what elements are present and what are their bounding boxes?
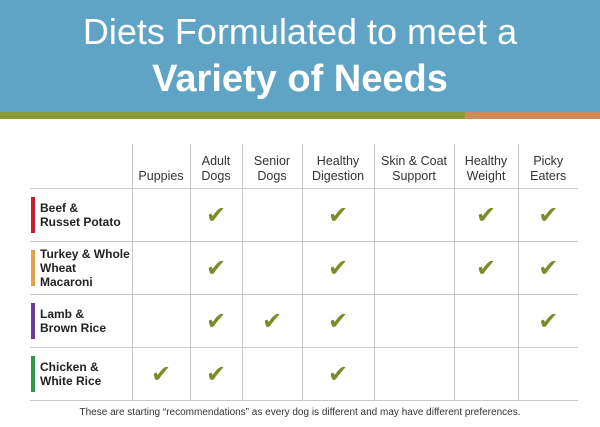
table-cell: [131, 294, 190, 348]
table-cell: [241, 347, 302, 401]
table-cell: ✔: [241, 294, 302, 348]
table-cell: [373, 294, 454, 348]
row-label: Lamb & Brown Rice: [30, 294, 132, 348]
table-cell: [131, 188, 190, 242]
column-header: Skin & Coat Support: [373, 144, 454, 189]
title-banner: Diets Formulated to meet a Variety of Ne…: [0, 0, 600, 112]
row-label: Beef & Russet Potato: [30, 188, 132, 242]
header-blank-cell: [30, 144, 132, 189]
row-color-bar: [31, 303, 35, 339]
checkmark-icon: ✔: [261, 306, 283, 335]
checkmark-icon: ✔: [205, 200, 227, 229]
row-color-bar: [31, 197, 35, 233]
checkmark-icon: ✔: [205, 306, 227, 335]
checkmark-icon: ✔: [327, 359, 349, 388]
accent-stripe-orange: [465, 112, 600, 119]
row-color-bar: [31, 356, 35, 392]
checkmark-icon: ✔: [538, 253, 559, 282]
table-cell: [517, 347, 578, 401]
checkmark-icon: ✔: [327, 306, 349, 335]
checkmark-icon: ✔: [475, 253, 497, 282]
column-header: Puppies: [131, 144, 190, 189]
table-cell: [241, 188, 302, 242]
table-cell: ✔: [131, 347, 190, 401]
table-cell: ✔: [301, 188, 374, 242]
table-cell: ✔: [301, 241, 374, 295]
accent-stripe-green: [0, 112, 465, 119]
row-label: Chicken & White Rice: [30, 347, 132, 401]
row-label-text: Chicken & White Rice: [40, 360, 102, 388]
table-cell: ✔: [517, 294, 578, 348]
row-label-text: Lamb & Brown Rice: [40, 307, 107, 335]
table-cell: [373, 188, 454, 242]
row-label-text: Turkey & Whole Wheat Macaroni: [40, 247, 130, 289]
row-label: Turkey & Whole Wheat Macaroni: [30, 241, 132, 295]
table-row: Lamb & Brown Rice ✔ ✔ ✔ ✔: [30, 294, 578, 348]
table-cell: ✔: [301, 347, 374, 401]
table-cell: [453, 347, 518, 401]
table-cell: ✔: [189, 294, 242, 348]
row-label-text: Beef & Russet Potato: [40, 201, 121, 229]
title-line-2: Variety of Needs: [152, 58, 448, 100]
table-cell: ✔: [517, 188, 578, 242]
table-cell: ✔: [517, 241, 578, 295]
checkmark-icon: ✔: [205, 253, 227, 282]
table-cell: [373, 241, 454, 295]
row-color-bar: [31, 250, 35, 286]
table-cell: ✔: [301, 294, 374, 348]
table-header-row: Puppies Adult Dogs Senior Dogs Healthy Dige…: [30, 144, 578, 189]
column-header: Healthy Digestion: [301, 144, 374, 189]
table-cell: [241, 241, 302, 295]
table-row: Chicken & White Rice ✔ ✔ ✔: [30, 347, 578, 401]
table-cell: ✔: [453, 188, 518, 242]
checkmark-icon: ✔: [150, 359, 172, 388]
checkmark-icon: ✔: [538, 200, 559, 229]
footnote: These are starting “recommendations” as …: [79, 407, 521, 418]
column-header: Picky Eaters: [517, 144, 578, 189]
table-row: Beef & Russet Potato ✔ ✔ ✔ ✔: [30, 188, 578, 242]
checkmark-icon: ✔: [327, 200, 349, 229]
column-header: Senior Dogs: [241, 144, 302, 189]
column-header: Healthy Weight: [453, 144, 518, 189]
title-line-1: Diets Formulated to meet a: [82, 11, 518, 52]
table-cell: [131, 241, 190, 295]
checkmark-icon: ✔: [475, 200, 497, 229]
table-row: Turkey & Whole Wheat Macaroni ✔ ✔ ✔ ✔: [30, 241, 578, 295]
table-cell: ✔: [189, 347, 242, 401]
column-header: Adult Dogs: [189, 144, 242, 189]
checkmark-icon: ✔: [538, 306, 559, 335]
table-cell: ✔: [189, 188, 242, 242]
needs-table: Puppies Adult Dogs Senior Dogs Healthy Dige…: [30, 144, 578, 401]
table-cell: [453, 294, 518, 348]
table-cell: [373, 347, 454, 401]
checkmark-icon: ✔: [327, 253, 349, 282]
table-cell: ✔: [453, 241, 518, 295]
checkmark-icon: ✔: [205, 359, 227, 388]
table-cell: ✔: [189, 241, 242, 295]
